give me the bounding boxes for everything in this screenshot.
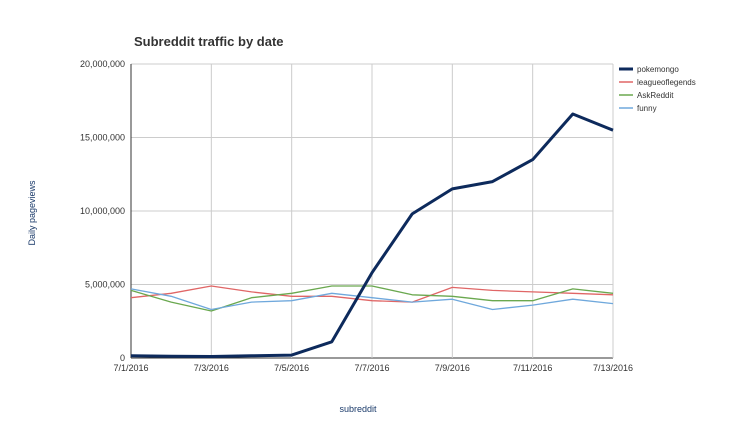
legend-label: leagueoflegends (637, 78, 696, 87)
series-line-leagueoflegends (130, 285, 614, 303)
y-tick-label: 20,000,000 (80, 59, 125, 69)
grid (130, 63, 614, 359)
x-axis-ticks: 7/1/2016 7/3/2016 7/5/2016 7/7/2016 7/9/2016… (113, 363, 633, 373)
x-tick-label: 7/7/2016 (354, 363, 389, 373)
series-line-pokemongo (130, 112, 614, 358)
x-tick-label: 7/13/2016 (593, 363, 633, 373)
chart-title: Subreddit traffic by date (134, 34, 284, 49)
series-lines (130, 112, 614, 358)
series-line-funny (130, 288, 614, 311)
y-tick-label: 15,000,000 (80, 133, 125, 143)
x-tick-label: 7/11/2016 (513, 363, 552, 373)
x-tick-label: 7/5/2016 (274, 363, 309, 373)
y-tick-label: 0 (120, 353, 125, 363)
x-tick-label: 7/1/2016 (113, 363, 148, 373)
legend: pokemongo leagueoflegends AskReddit funny (619, 65, 696, 113)
legend-label: pokemongo (637, 65, 679, 74)
x-tick-label: 7/3/2016 (194, 363, 229, 373)
x-axis-label: subreddit (339, 404, 377, 414)
series-line-askreddit (130, 285, 614, 312)
y-axis-label: Daily pageviews (27, 180, 37, 246)
legend-label: AskReddit (637, 91, 674, 100)
legend-label: funny (637, 104, 657, 113)
x-tick-label: 7/9/2016 (435, 363, 470, 373)
y-tick-label: 5,000,000 (85, 280, 125, 290)
y-axis-ticks: 0 5,000,000 10,000,000 15,000,000 20,000,000 (80, 59, 125, 363)
y-tick-label: 10,000,000 (80, 206, 125, 216)
